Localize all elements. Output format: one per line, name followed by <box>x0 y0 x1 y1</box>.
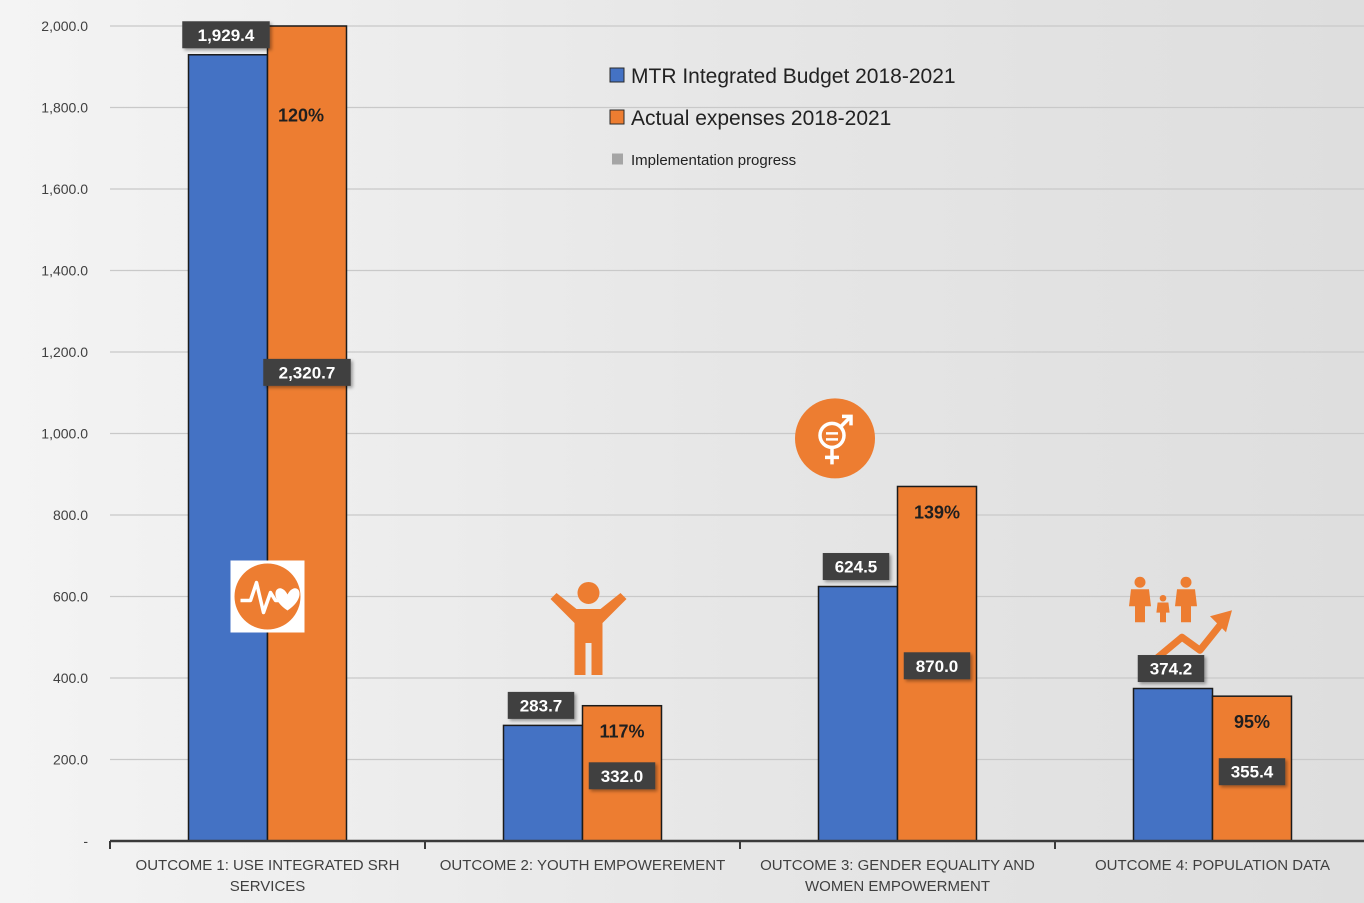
data-label-box <box>1137 655 1205 683</box>
legend-entry: MTR Integrated Budget 2018-2021 <box>631 65 956 88</box>
person-head <box>577 581 600 604</box>
person-body <box>550 592 627 675</box>
y-tick-label: 600.0 <box>53 589 88 605</box>
y-tick-label: 2,000.0 <box>41 18 88 34</box>
youth-person-icon <box>550 581 627 675</box>
data-label-box <box>182 21 270 49</box>
bar-actual <box>266 25 348 842</box>
legend-entry: Implementation progress <box>631 152 796 169</box>
data-label-box <box>588 762 656 790</box>
growth-arrow-head <box>1210 610 1232 633</box>
y-tick-label: 1,600.0 <box>41 181 88 197</box>
budget-data-label: 374.2 <box>1137 655 1205 683</box>
adult-left-body <box>1129 589 1151 623</box>
bar-budget <box>502 724 584 842</box>
data-label-text: 624.5 <box>835 558 878 577</box>
x-category-line: SERVICES <box>230 878 306 895</box>
heart-pulse-icon <box>230 560 305 633</box>
budget-data-label: 624.5 <box>822 553 890 581</box>
legend-swatch <box>609 109 625 125</box>
data-label-text: 283.7 <box>520 696 563 715</box>
bar-budget <box>187 54 269 842</box>
adult-left-head <box>1134 576 1146 588</box>
adult-right-body <box>1175 589 1197 623</box>
data-label-text: 1,929.4 <box>198 26 255 45</box>
y-tick-label: 1,400.0 <box>41 263 88 279</box>
data-label-text: 870.0 <box>916 657 959 676</box>
y-tick-label: 1,200.0 <box>41 344 88 360</box>
child-body <box>1156 602 1170 623</box>
adult-right-head <box>1180 576 1192 588</box>
actual-data-label: 2,320.7 <box>263 358 351 386</box>
bar-budget <box>1132 687 1214 842</box>
data-label-box <box>1218 758 1286 786</box>
mars-arrow <box>838 415 853 429</box>
progress-label: 139% <box>914 502 960 522</box>
data-label-box <box>903 652 971 680</box>
x-category-line: OUTCOME 3: GENDER EQUALITY AND <box>760 857 1035 874</box>
legend-swatch <box>612 153 623 165</box>
data-label-box <box>822 553 890 581</box>
y-tick-label: 200.0 <box>53 752 88 768</box>
data-label-text: 332.0 <box>601 767 644 786</box>
data-label-box <box>507 691 575 719</box>
data-label-box <box>263 358 351 386</box>
data-label-text: 374.2 <box>1150 660 1193 679</box>
icons <box>230 398 1232 675</box>
actual-data-label: 355.4 <box>1218 758 1286 786</box>
progress-label: 120% <box>278 106 324 126</box>
legend-swatch <box>609 67 625 83</box>
y-tick-label: 800.0 <box>53 507 88 523</box>
legend: MTR Integrated Budget 2018-2021 Actual ex… <box>609 65 956 169</box>
y-tick-label: - <box>83 833 88 849</box>
mars-head <box>842 414 853 426</box>
x-category-line: OUTCOME 2: YOUTH EMPOWEREMENT <box>440 857 726 874</box>
x-category-label: OUTCOME 1: USE INTEGRATED SRH SERVICES <box>136 857 400 895</box>
data-label-text: 355.4 <box>1231 763 1274 782</box>
x-category-line: WOMEN EMPOWERMENT <box>805 878 990 895</box>
progress-label: 95% <box>1234 712 1270 732</box>
actual-data-label: 870.0 <box>903 652 971 680</box>
heart-shape <box>275 588 300 611</box>
x-axis <box>109 839 1364 849</box>
y-tick-label: 400.0 <box>53 670 88 686</box>
budget-data-label: 1,929.4 <box>182 21 270 49</box>
y-axis-ticks: - 200.0 400.0 600.0 800.0 1,000.0 1,200.0 1,400… <box>41 18 88 849</box>
progress-label: 117% <box>599 722 644 742</box>
data-labels: 1,929.4 2,320.7 120% 283.7 332.0 117% 624.5 870… <box>182 21 1286 790</box>
pulse-line <box>240 580 280 615</box>
y-tick-label: 1,800.0 <box>41 100 88 116</box>
actual-data-label: 332.0 <box>588 762 656 790</box>
child-head <box>1159 594 1167 602</box>
bar-budget <box>817 585 899 842</box>
data-label-text: 2,320.7 <box>279 363 336 382</box>
x-category-label: OUTCOME 4: POPULATION DATA <box>1095 857 1330 874</box>
gender-equality-icon <box>795 398 875 479</box>
x-category-label: OUTCOME 2: YOUTH EMPOWEREMENT <box>440 857 726 874</box>
growth-line <box>1149 618 1227 665</box>
family-growth-icon <box>1129 576 1232 665</box>
x-category-line: OUTCOME 4: POPULATION DATA <box>1095 857 1330 874</box>
x-axis-categories: OUTCOME 1: USE INTEGRATED SRH SERVICESOUT… <box>136 857 1330 895</box>
budget-data-label: 283.7 <box>507 691 575 719</box>
legend-entry: Actual expenses 2018-2021 <box>631 107 891 130</box>
x-category-line: OUTCOME 1: USE INTEGRATED SRH <box>136 857 400 874</box>
x-category-label: OUTCOME 3: GENDER EQUALITY AND WOMEN EMPO… <box>760 857 1035 895</box>
y-tick-label: 1,000.0 <box>41 426 88 442</box>
